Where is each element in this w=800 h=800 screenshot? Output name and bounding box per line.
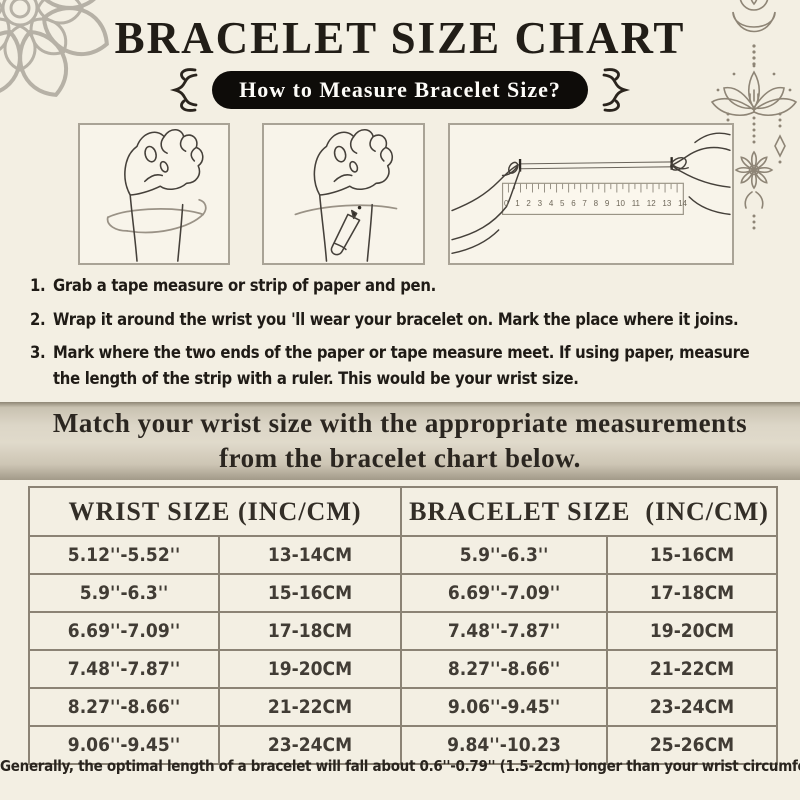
step-1: 1. Grab a tape measure or strip of paper… [30,273,778,299]
bracelet-cm: 19-20CM [606,611,779,651]
wrist-inch: 5.12''-5.52'' [28,535,220,575]
wrist-cm: 23-24CM [217,725,403,765]
step-2: 2. Wrap it around the wrist you 'll wear… [30,307,778,333]
wrist-cm: 15-16CM [217,573,403,613]
wrist-inch: 7.48''-7.87'' [28,649,220,689]
bracelet-cm: 21-22CM [606,649,779,689]
instructions: 1. Grab a tape measure or strip of paper… [30,273,778,399]
illustration-wrap-tape [78,123,230,265]
page-title: BRACELET SIZE CHART [114,13,686,63]
flourish-bracket-left-icon [169,68,198,112]
bracelet-inch: 5.9''-6.3'' [400,535,609,575]
step-text: Wrap it around the wrist you 'll wear yo… [53,309,739,329]
bracelet-size-header: BRACELET SIZE (INC/CM) [400,486,779,537]
illustration-measure-ruler: 0 1 2 3 4 5 6 7 8 9 10 11 12 13 14 [448,123,734,265]
step-number: 3. [30,343,46,363]
badge-how-to-measure: How to Measure Bracelet Size? [212,71,588,109]
bracelet-inch: 9.06''-9.45'' [400,687,609,727]
wrist-cm: 13-14CM [217,535,403,575]
wrist-cm: 17-18CM [217,611,403,651]
table-row: 9.06''-9.45'' 23-24CM 9.84''-10.23 25-26… [28,725,779,765]
bracelet-inch: 8.27''-8.66'' [400,649,609,689]
bracelet-inch: 9.84''-10.23 [400,725,609,765]
wrist-cm: 21-22CM [217,687,403,727]
bracelet-cm: 23-24CM [606,687,779,727]
wrist-inch: 5.9''-6.3'' [28,573,220,613]
bracelet-cm: 15-16CM [606,535,779,575]
size-table: WRIST SIZE (INC/CM) BRACELET SIZE (INC/C… [27,486,779,765]
table-row: 5.12''-5.52'' 13-14CM 5.9''-6.3'' 15-16C… [28,535,779,575]
bracelet-cm: 25-26CM [606,725,779,765]
wrist-inch: 8.27''-8.66'' [28,687,220,727]
wrist-size-header: WRIST SIZE (INC/CM) [27,486,403,537]
match-size-banner: Match your wrist size with the appropria… [0,402,800,480]
bracelet-cm: 17-18CM [606,573,779,613]
wrist-inch: 6.69''-7.09'' [28,611,220,651]
wrist-cm: 19-20CM [217,649,403,689]
step-number: 1. [30,276,46,295]
table-row: 5.9''-6.3'' 15-16CM 6.69''-7.09'' 17-18C… [28,573,779,613]
illustration-mark-pen [262,123,425,265]
wrist-inch: 9.06''-9.45'' [28,725,220,765]
step-text: Mark where the two ends of the paper or … [53,343,750,388]
banner-line-2: from the bracelet chart below. [219,443,581,473]
table-row: 8.27''-8.66'' 21-22CM 9.06''-9.45'' 23-2… [28,687,779,727]
ruler-scale: 0 1 2 3 4 5 6 7 8 9 10 11 12 13 14 [504,198,687,208]
table-row: 7.48''-7.87'' 19-20CM 8.27''-8.66'' 21-2… [28,649,779,689]
table-row: 6.69''-7.09'' 17-18CM 7.48''-7.87'' 19-2… [28,611,779,651]
step-text: Grab a tape measure or strip of paper an… [53,276,436,295]
step-number: 2. [30,309,46,329]
bracelet-inch: 6.69''-7.09'' [400,573,609,613]
banner-line-1: Match your wrist size with the appropria… [52,408,748,438]
table-header-row: WRIST SIZE (INC/CM) BRACELET SIZE (INC/C… [27,486,779,537]
step-3: 3. Mark where the two ends of the paper … [30,340,778,391]
flourish-bracket-right-icon [602,68,631,112]
badge-row: How to Measure Bracelet Size? [0,68,800,112]
bracelet-inch: 7.48''-7.87'' [400,611,609,651]
footer-note: Generally, the optimal length of a brace… [0,757,800,775]
